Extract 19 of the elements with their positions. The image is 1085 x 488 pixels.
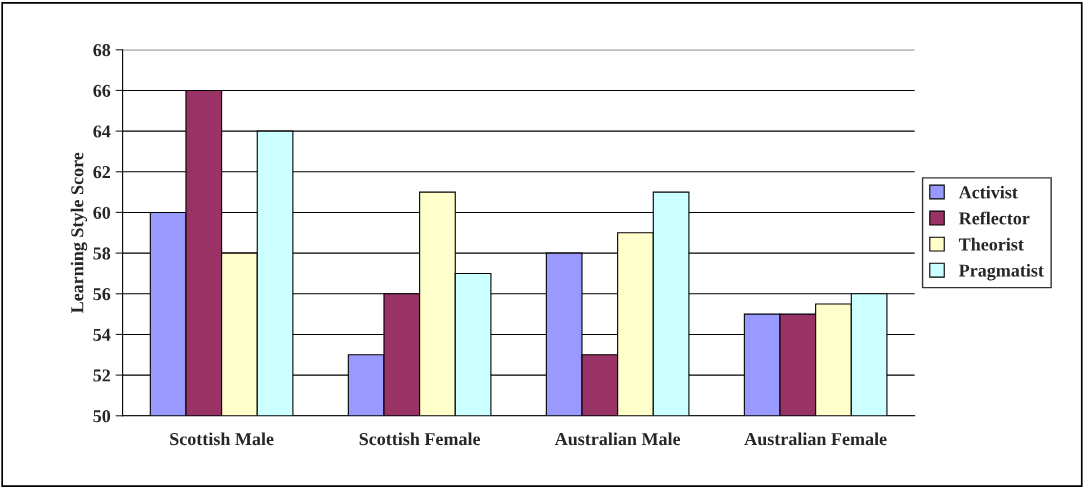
y-tick-label: 52 (93, 369, 111, 382)
legend-label: Pragmatist (958, 263, 1044, 281)
y-tick-label: 62 (93, 166, 111, 179)
y-tick-label: 66 (93, 84, 111, 97)
y-tick-label: 54 (93, 328, 111, 341)
x-tick-label: Australian Female (744, 432, 887, 446)
x-tick-label: Scottish Male (170, 432, 274, 446)
legend-label: Reflector (958, 211, 1030, 225)
y-axis-title: Learning Style Score (70, 152, 88, 314)
y-tick-label: 60 (93, 206, 111, 219)
x-tick-label: Australian Male (554, 432, 681, 446)
y-tick-label: 50 (93, 410, 111, 423)
y-tick-label: 56 (93, 288, 111, 301)
y-tick-label: 64 (93, 125, 111, 138)
y-tick-label: 58 (93, 247, 111, 260)
x-tick-label: Scottish Female (359, 432, 481, 446)
legend-label: Theorist (958, 237, 1024, 251)
legend-label: Activist (958, 185, 1018, 199)
y-tick-label: 68 (93, 44, 111, 57)
